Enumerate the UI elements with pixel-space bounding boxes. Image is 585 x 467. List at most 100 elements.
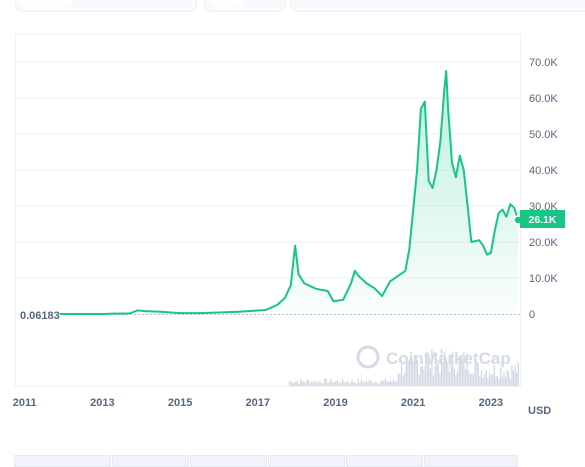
- volume-bar: [469, 374, 471, 386]
- y-tick-label: 50.0K: [529, 129, 558, 141]
- volume-bar: [405, 363, 407, 386]
- volume-bar: [335, 380, 337, 386]
- volume-bar: [300, 379, 302, 386]
- volume-bar: [484, 374, 486, 386]
- volume-bar: [322, 383, 324, 386]
- volume-bar: [388, 381, 390, 386]
- volume-bar: [448, 372, 451, 386]
- x-tick-label: 2017: [246, 397, 270, 409]
- volume-bar: [316, 383, 318, 386]
- range-selector[interactable]: [290, 0, 585, 12]
- volume-bar: [487, 377, 489, 386]
- timeframe-active-tab[interactable]: [20, 0, 72, 7]
- volume-bar: [320, 382, 323, 386]
- volume-bar: [370, 380, 372, 386]
- volume-bar: [384, 378, 387, 386]
- volume-bar: [404, 372, 406, 386]
- x-tick-label: 2015: [168, 397, 192, 409]
- volume-bar: [442, 363, 444, 386]
- volume-bar: [378, 383, 380, 386]
- volume-bar: [496, 376, 499, 386]
- volume-bar: [298, 383, 300, 386]
- current-price-badge-bg: [520, 210, 565, 228]
- volume-bar: [312, 382, 315, 386]
- watermark: CoinMarketCap: [356, 345, 511, 369]
- bottom-tab[interactable]: [112, 455, 189, 467]
- bottom-tab[interactable]: [268, 455, 345, 467]
- volume-bar: [396, 381, 398, 386]
- volume-bar: [516, 372, 518, 386]
- volume-bar: [472, 374, 475, 386]
- volume-bar: [372, 383, 374, 386]
- volume-bar: [410, 359, 412, 386]
- volume-bar: [488, 372, 491, 386]
- y-tick-label: 10.0K: [529, 273, 558, 285]
- volume-bar: [424, 364, 427, 386]
- volume-bar: [364, 382, 366, 386]
- bottom-tab[interactable]: [346, 455, 423, 467]
- volume-bar: [290, 380, 292, 386]
- volume-bar: [317, 380, 319, 386]
- currency-label: USD: [528, 405, 551, 417]
- volume-bar: [383, 380, 385, 386]
- timeframe-toggle[interactable]: [15, 0, 197, 12]
- volume-bar: [301, 380, 303, 386]
- volume-bar: [349, 383, 351, 386]
- volume-bar: [306, 379, 308, 386]
- volume-bar: [447, 362, 449, 386]
- volume-bar: [389, 381, 391, 386]
- volume-bar: [471, 373, 473, 386]
- volume-bar: [512, 370, 515, 386]
- y-tick-label: 40.0K: [529, 165, 558, 177]
- volume-bar: [288, 381, 291, 386]
- volume-bar: [402, 375, 404, 386]
- volume-bar: [367, 381, 369, 386]
- volume-bar: [344, 382, 347, 386]
- y-tick-label: 70.0K: [529, 57, 558, 69]
- volume-bar: [324, 378, 326, 386]
- chart-type-toggle[interactable]: [204, 0, 286, 12]
- current-price-badge: 26.1K: [520, 210, 565, 228]
- volume-bar: [504, 377, 507, 386]
- x-tick-label: 2023: [479, 397, 503, 409]
- volume-bar: [381, 380, 383, 386]
- current-price-label: 26.1K: [528, 214, 556, 226]
- volume-bar: [352, 382, 355, 386]
- volume-bar: [380, 381, 382, 386]
- volume-bar: [365, 380, 367, 386]
- volume-bar: [391, 381, 393, 386]
- volume-bar: [464, 369, 467, 386]
- volume-bar: [476, 364, 478, 386]
- volume-bar: [332, 382, 334, 386]
- volume-bar: [308, 380, 310, 386]
- volume-bar: [509, 378, 511, 386]
- volume-bar: [477, 363, 479, 386]
- volume-bar: [373, 382, 375, 386]
- volume-bar: [343, 381, 345, 386]
- x-tick-label: 2011: [13, 397, 37, 409]
- volume-bar: [362, 381, 364, 386]
- volume-bar: [399, 373, 401, 386]
- chart-type-active-tab[interactable]: [211, 0, 243, 7]
- volume-bar: [336, 380, 339, 386]
- bottom-tab[interactable]: [14, 455, 111, 467]
- volume-bar: [360, 379, 363, 386]
- bottom-tab[interactable]: [190, 455, 267, 467]
- volume-bar: [420, 366, 422, 386]
- volume-bar: [328, 381, 331, 386]
- bottom-tab[interactable]: [424, 455, 518, 467]
- volume-bar: [314, 380, 316, 386]
- volume-bar: [474, 361, 476, 386]
- volume-bar: [333, 381, 335, 386]
- volume-bar: [431, 349, 433, 386]
- volume-bar: [436, 359, 438, 386]
- volume-bar: [407, 361, 409, 386]
- volume-bar: [506, 370, 508, 386]
- volume-bar: [493, 364, 495, 386]
- volume-bar: [386, 382, 388, 386]
- volume-bar: [455, 374, 457, 386]
- volume-bar: [293, 382, 295, 386]
- volume-bar: [444, 351, 446, 386]
- y-tick-label: 60.0K: [529, 93, 558, 105]
